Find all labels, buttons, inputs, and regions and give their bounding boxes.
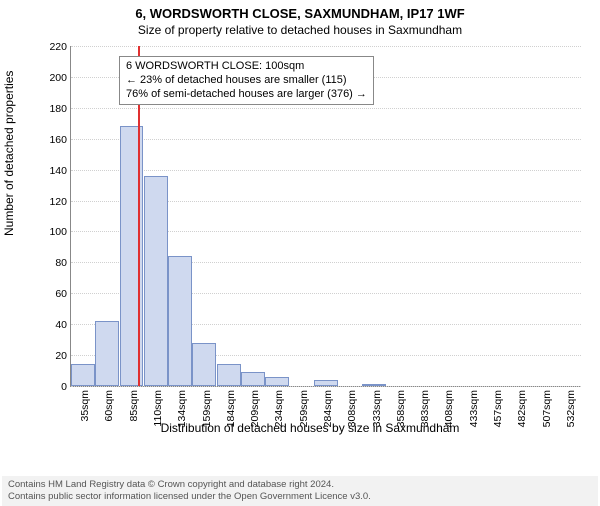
- histogram-bar: [168, 256, 192, 386]
- y-axis-label: Number of detached properties: [2, 71, 16, 236]
- chart-area: 02040608010012014016018020022035sqm60sqm…: [40, 46, 580, 441]
- histogram-bar: [314, 380, 338, 386]
- histogram-bar: [362, 384, 386, 386]
- histogram-bar: [144, 176, 168, 386]
- annotation-line1: 6 WORDSWORTH CLOSE: 100sqm: [126, 60, 367, 74]
- y-tick-label: 80: [43, 257, 67, 269]
- y-tick-label: 100: [43, 226, 67, 238]
- y-tick-label: 120: [43, 196, 67, 208]
- y-tick-label: 180: [43, 103, 67, 115]
- grid-line: [71, 139, 581, 140]
- annotation-line2: ← 23% of detached houses are smaller (11…: [126, 74, 367, 88]
- y-tick-label: 160: [43, 134, 67, 146]
- y-tick-label: 40: [43, 319, 67, 331]
- chart-title: 6, WORDSWORTH CLOSE, SAXMUNDHAM, IP17 1W…: [0, 6, 600, 21]
- y-tick-label: 220: [43, 41, 67, 53]
- x-tick-label: 35sqm: [79, 390, 83, 422]
- y-tick-label: 140: [43, 165, 67, 177]
- x-axis-label: Distribution of detached houses by size …: [40, 421, 580, 435]
- grid-line: [71, 108, 581, 109]
- annotation-line3: 76% of semi-detached houses are larger (…: [126, 88, 367, 102]
- grid-line: [71, 386, 581, 387]
- histogram-bar: [71, 364, 95, 386]
- footer-line2: Contains public sector information licen…: [8, 491, 592, 503]
- histogram-bar: [217, 364, 241, 386]
- x-tick-label: 85sqm: [128, 390, 132, 422]
- chart-subtitle: Size of property relative to detached ho…: [0, 23, 600, 37]
- annotation-box: 6 WORDSWORTH CLOSE: 100sqm ← 23% of deta…: [119, 56, 374, 105]
- x-tick-label: 60sqm: [103, 390, 107, 422]
- histogram-bar: [192, 343, 216, 386]
- histogram-bar: [265, 377, 289, 386]
- y-tick-label: 200: [43, 72, 67, 84]
- footer-line1: Contains HM Land Registry data © Crown c…: [8, 479, 592, 491]
- histogram-bar: [241, 372, 265, 386]
- y-tick-label: 60: [43, 288, 67, 300]
- grid-line: [71, 170, 581, 171]
- grid-line: [71, 46, 581, 47]
- histogram-bar: [95, 321, 119, 386]
- y-tick-label: 20: [43, 350, 67, 362]
- plot-region: 02040608010012014016018020022035sqm60sqm…: [70, 46, 581, 387]
- y-tick-label: 0: [43, 381, 67, 393]
- footer: Contains HM Land Registry data © Crown c…: [2, 476, 598, 506]
